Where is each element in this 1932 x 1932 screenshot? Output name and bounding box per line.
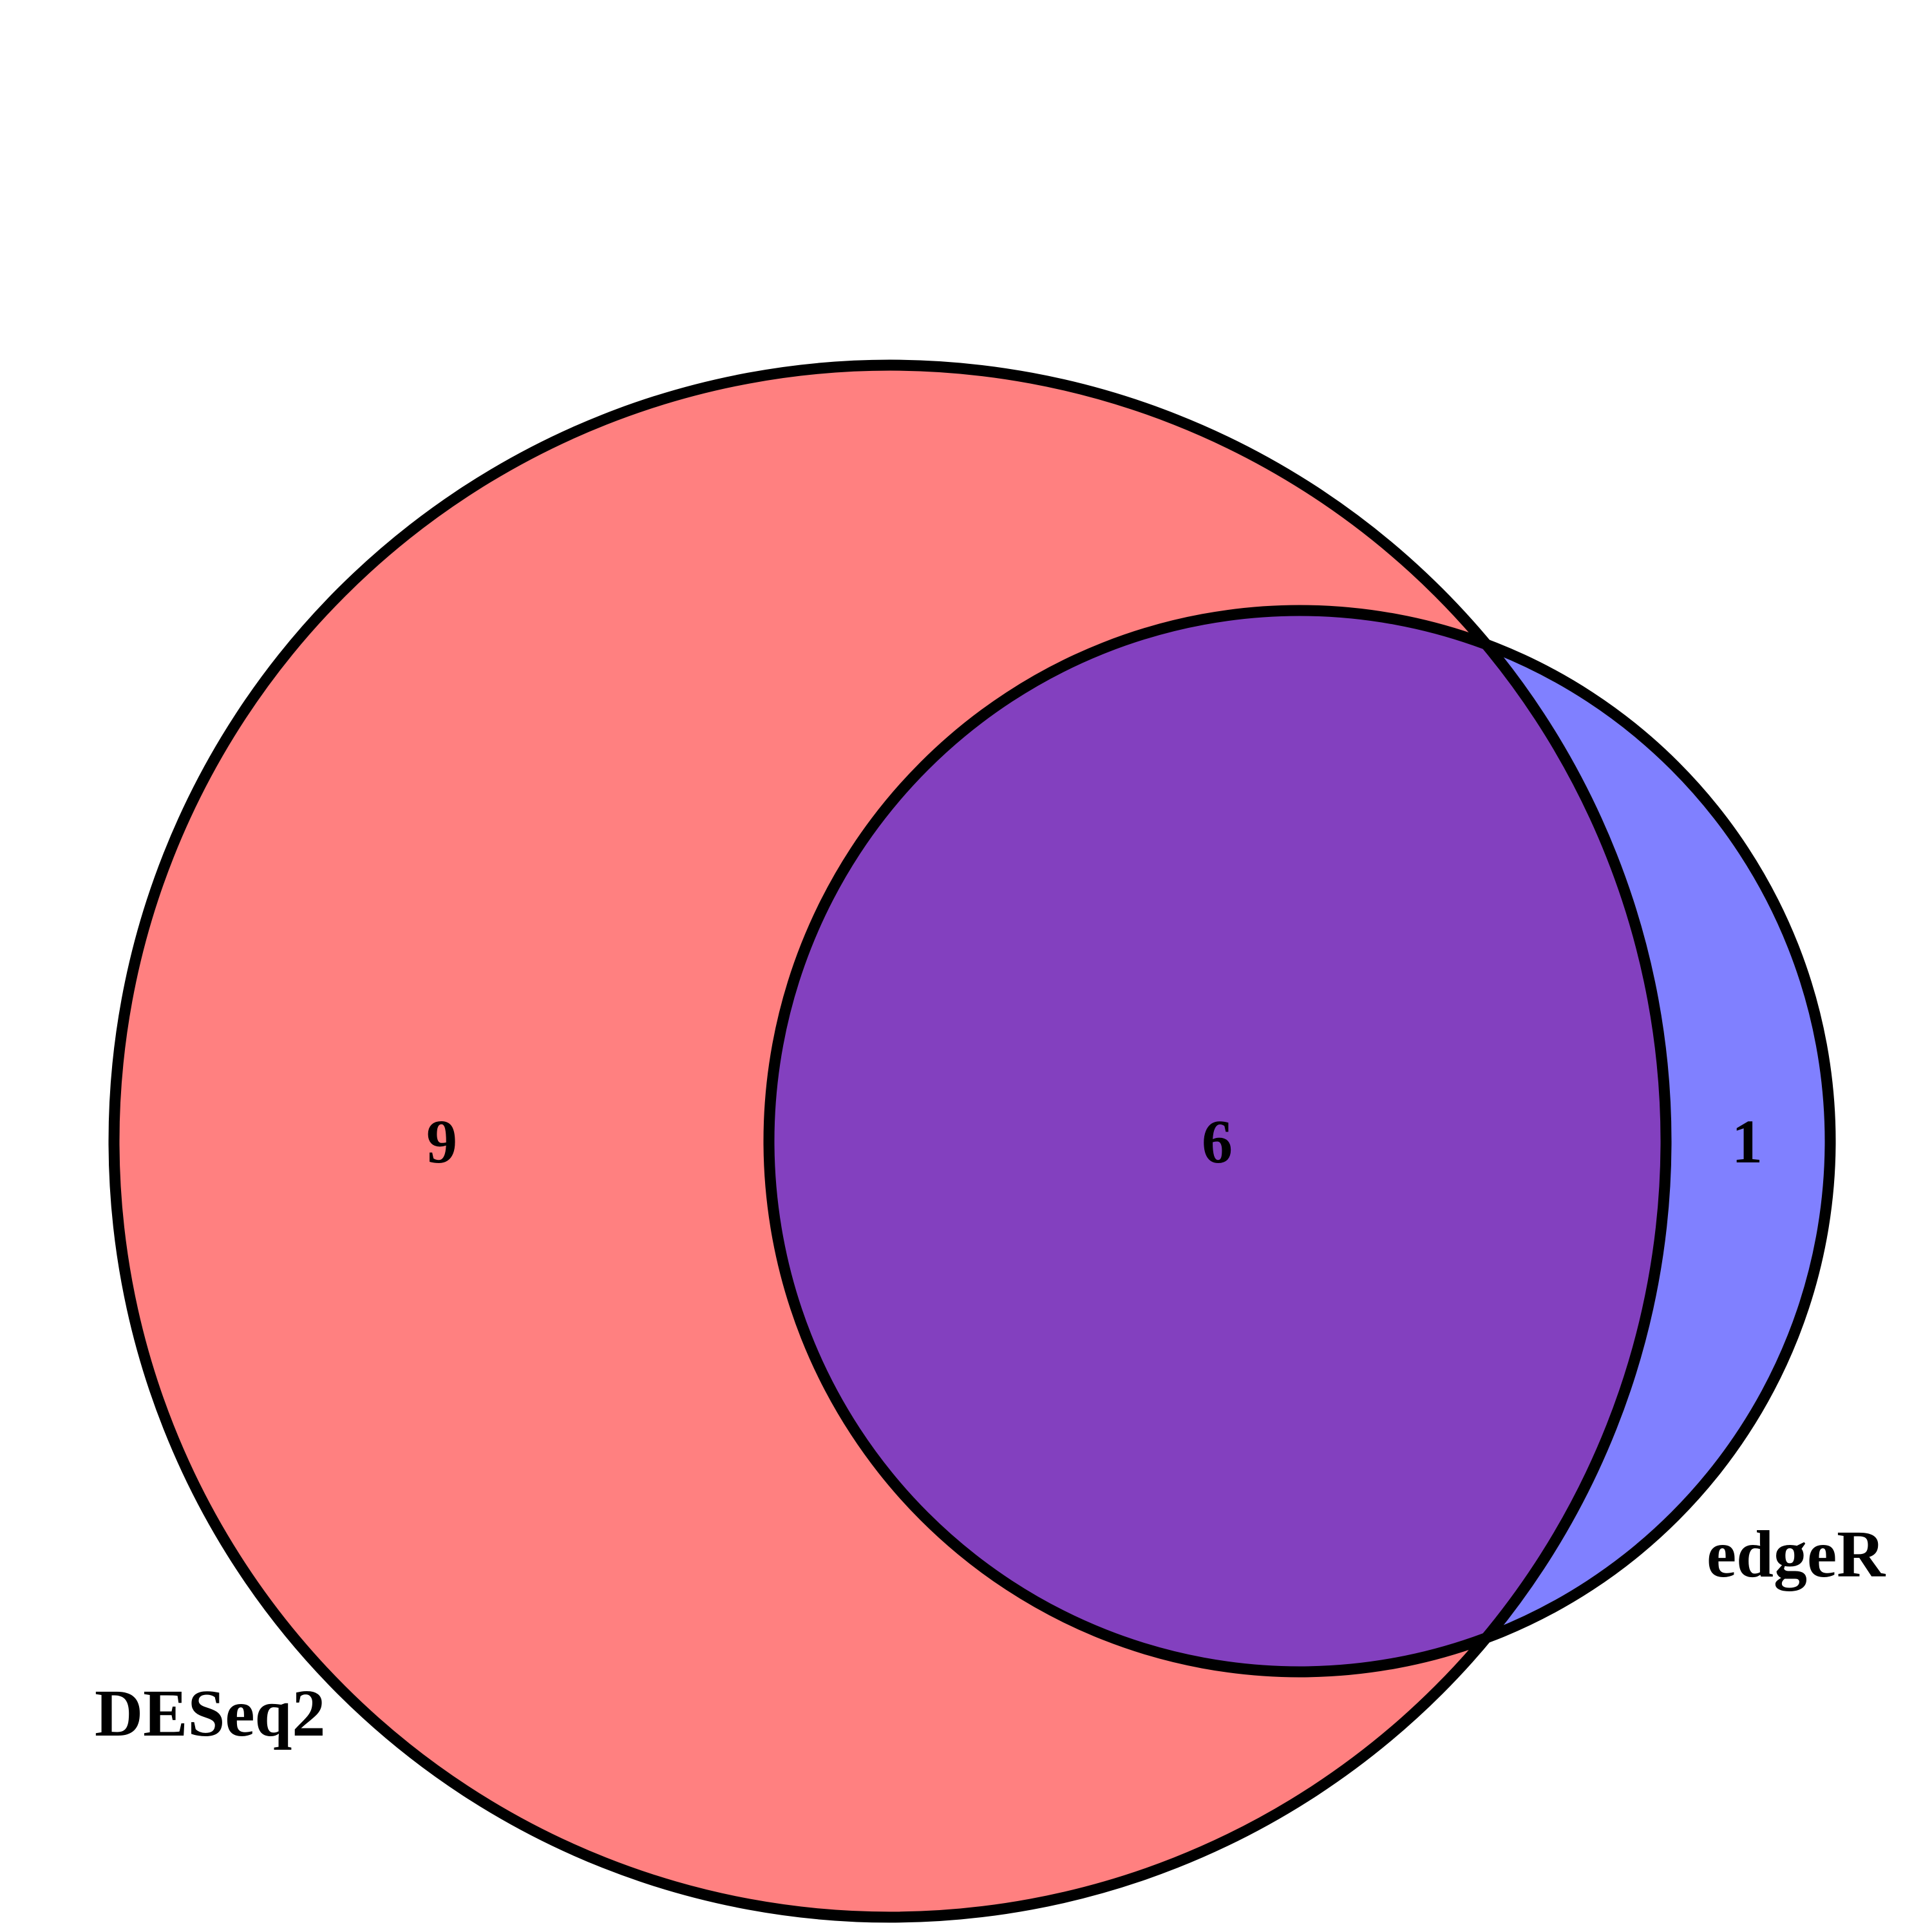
- edger-label: edgeR: [1707, 1517, 1886, 1591]
- overlap-count: 6: [1202, 1107, 1233, 1176]
- deseq2-outline: [108, 359, 1672, 1923]
- overlap-region: [769, 611, 1666, 1672]
- edger-only-count: 1: [1732, 1107, 1763, 1176]
- edger-outline: [763, 605, 1836, 1678]
- deseq2-only-count: 9: [426, 1107, 457, 1176]
- deseq2-label: DESeq2: [95, 1676, 325, 1750]
